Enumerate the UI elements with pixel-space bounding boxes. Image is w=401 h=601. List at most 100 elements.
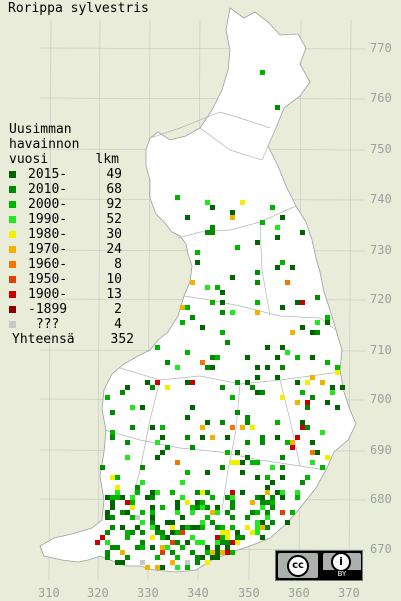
observation-square	[140, 510, 145, 515]
observation-square	[140, 405, 145, 410]
observation-square	[295, 380, 300, 385]
observation-square	[170, 490, 175, 495]
observation-square	[210, 300, 215, 305]
observation-square	[205, 200, 210, 205]
legend-label: 1980-	[28, 227, 68, 242]
y-tick-label: 680	[370, 492, 392, 506]
observation-square	[200, 425, 205, 430]
observation-square	[210, 230, 215, 235]
observation-square	[300, 480, 305, 485]
observation-square	[110, 435, 115, 440]
observation-square	[130, 425, 135, 430]
observation-square	[155, 345, 160, 350]
observation-square	[205, 515, 210, 520]
observation-square	[175, 530, 180, 535]
observation-square	[255, 365, 260, 370]
observation-square	[335, 405, 340, 410]
observation-square	[175, 540, 180, 545]
observation-square	[285, 440, 290, 445]
observation-square	[310, 375, 315, 380]
observation-square	[200, 360, 205, 365]
observation-square	[165, 520, 170, 525]
observation-square	[110, 545, 115, 550]
observation-square	[165, 385, 170, 390]
observation-square	[220, 550, 225, 555]
grid-line	[48, 19, 52, 581]
observation-square	[295, 435, 300, 440]
observation-square	[200, 435, 205, 440]
observation-square	[220, 530, 225, 535]
y-tick-label: 700	[370, 392, 392, 406]
observation-square	[180, 525, 185, 530]
observation-square	[200, 525, 205, 530]
legend-row: 2010- 68	[9, 182, 132, 197]
observation-square	[230, 275, 235, 280]
observation-square	[240, 535, 245, 540]
legend-swatch	[9, 276, 16, 283]
observation-square	[190, 315, 195, 320]
observation-square	[275, 420, 280, 425]
observation-square	[260, 390, 265, 395]
legend-swatch	[9, 291, 16, 298]
observation-square	[290, 440, 295, 445]
observation-square	[110, 525, 115, 530]
observation-square	[230, 505, 235, 510]
observation-square	[225, 530, 230, 535]
observation-square	[200, 505, 205, 510]
observation-square	[140, 540, 145, 545]
by-label: BY	[323, 570, 361, 579]
observation-square	[115, 475, 120, 480]
observation-square	[170, 550, 175, 555]
observation-square	[170, 520, 175, 525]
observation-square	[190, 405, 195, 410]
observation-square	[225, 540, 230, 545]
observation-square	[265, 515, 270, 520]
legend-label: -1899	[28, 302, 68, 317]
observation-square	[200, 540, 205, 545]
observation-square	[150, 495, 155, 500]
observation-square	[185, 470, 190, 475]
observation-square	[275, 375, 280, 380]
observation-square	[150, 425, 155, 430]
observation-square	[250, 530, 255, 535]
observation-square	[125, 440, 130, 445]
legend-count: 92	[106, 197, 122, 212]
observation-square	[310, 330, 315, 335]
legend-swatch	[9, 306, 16, 313]
observation-square	[210, 365, 215, 370]
observation-square	[225, 510, 230, 515]
observation-square	[120, 525, 125, 530]
observation-square	[280, 495, 285, 500]
cc-by-license-badge[interactable]: cc i BY	[275, 550, 363, 581]
legend-swatch	[9, 216, 16, 223]
legend-row: 1900- 13	[9, 287, 132, 302]
observation-square	[150, 490, 155, 495]
observation-square	[125, 385, 130, 390]
observation-square	[175, 505, 180, 510]
observation-square	[305, 475, 310, 480]
observation-square	[95, 540, 100, 545]
observation-square	[220, 525, 225, 530]
legend: Uusimman havainnon vuosi lkm 2015- 49 2010…	[9, 122, 134, 347]
observation-square	[180, 480, 185, 485]
observation-square	[160, 545, 165, 550]
observation-square	[210, 510, 215, 515]
observation-square	[250, 460, 255, 465]
observation-square	[250, 500, 255, 505]
observation-square	[225, 495, 230, 500]
legend-swatch	[9, 171, 16, 178]
observation-square	[205, 560, 210, 565]
observation-square	[200, 490, 205, 495]
observation-square	[185, 525, 190, 530]
legend-label: ???	[28, 317, 60, 332]
observation-square	[290, 510, 295, 515]
observation-square	[175, 195, 180, 200]
observation-square	[255, 460, 260, 465]
observation-square	[115, 495, 120, 500]
observation-square	[175, 555, 180, 560]
observation-square	[185, 380, 190, 385]
observation-square	[190, 380, 195, 385]
observation-square	[215, 355, 220, 360]
observation-square	[135, 485, 140, 490]
